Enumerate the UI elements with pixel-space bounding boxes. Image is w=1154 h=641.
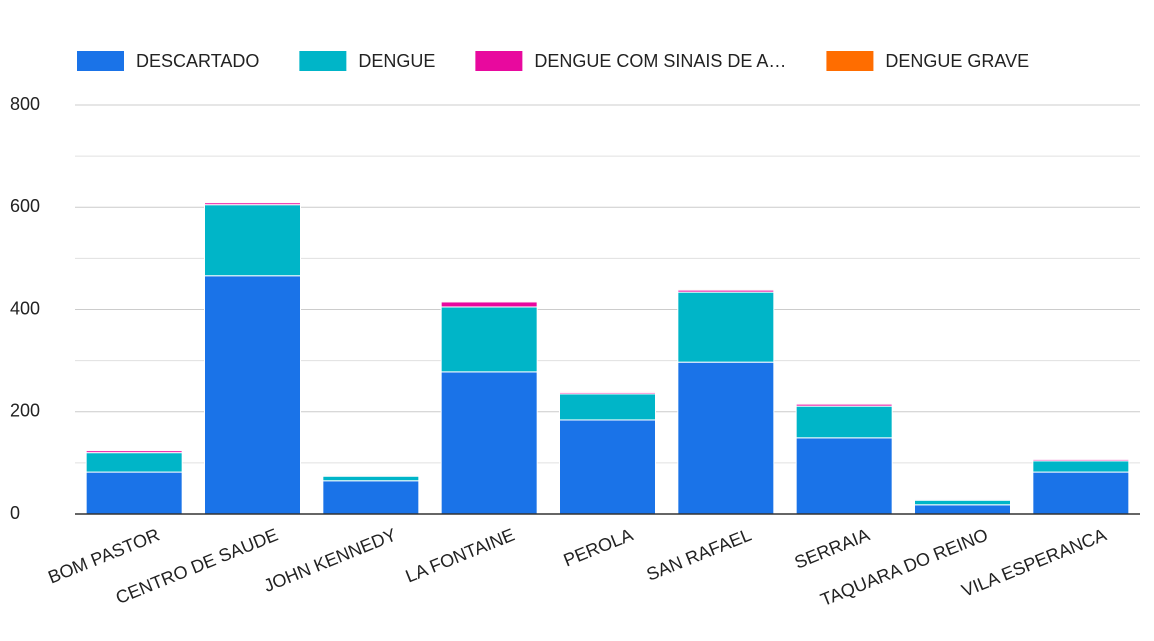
bar-segment — [440, 306, 538, 373]
x-tick-label: SERRAIA — [792, 525, 873, 573]
bar-segment — [1032, 460, 1130, 473]
y-tick-label: 400 — [10, 298, 40, 318]
bar-segment — [322, 480, 420, 515]
x-tick-label: SAN RAFAEL — [644, 525, 754, 585]
bar-segment — [440, 371, 538, 515]
x-tick-label: LA FONTAINE — [403, 525, 518, 587]
bar-segment — [204, 275, 301, 515]
legend-label: DESCARTADO — [136, 51, 259, 71]
y-tick-label: 600 — [10, 196, 40, 216]
bar-segment — [677, 291, 775, 363]
bar-segment — [559, 393, 656, 421]
bar-segment — [204, 204, 301, 277]
bar-segment — [795, 405, 893, 439]
bar-segment — [440, 301, 538, 308]
bar-segment — [795, 402, 893, 405]
legend-swatch — [77, 51, 124, 71]
legend-label: DENGUE COM SINAIS DE A… — [534, 51, 786, 71]
legend-swatch — [299, 51, 347, 71]
bar-segment — [1032, 458, 1130, 460]
legend-swatch — [475, 51, 523, 71]
x-tick-label: JOHN KENNEDY — [261, 525, 399, 596]
bar-segment — [85, 449, 183, 452]
bar-segment — [322, 473, 420, 476]
bar-segment — [322, 475, 420, 482]
bar-segment — [677, 361, 775, 515]
y-tick-label: 200 — [10, 401, 40, 421]
bar-segment — [914, 498, 1011, 500]
bar-segment — [795, 437, 893, 515]
y-tick-label: 800 — [10, 94, 40, 114]
x-tick-label: PEROLA — [561, 525, 636, 571]
bar-segment — [85, 471, 183, 515]
bar-segment — [85, 452, 183, 473]
bar-segment — [677, 288, 775, 291]
legend-label: DENGUE GRAVE — [885, 51, 1029, 71]
bar-segment — [914, 504, 1011, 515]
bar-segment — [559, 390, 656, 393]
legend-label: DENGUE — [358, 51, 435, 71]
bar-segment — [559, 419, 656, 515]
bar-segment — [204, 201, 301, 204]
bar-segment — [440, 300, 538, 303]
bar-segment — [1032, 471, 1130, 515]
legend-swatch — [826, 51, 874, 71]
y-tick-label: 0 — [10, 503, 20, 523]
bar-segment — [914, 499, 1011, 506]
